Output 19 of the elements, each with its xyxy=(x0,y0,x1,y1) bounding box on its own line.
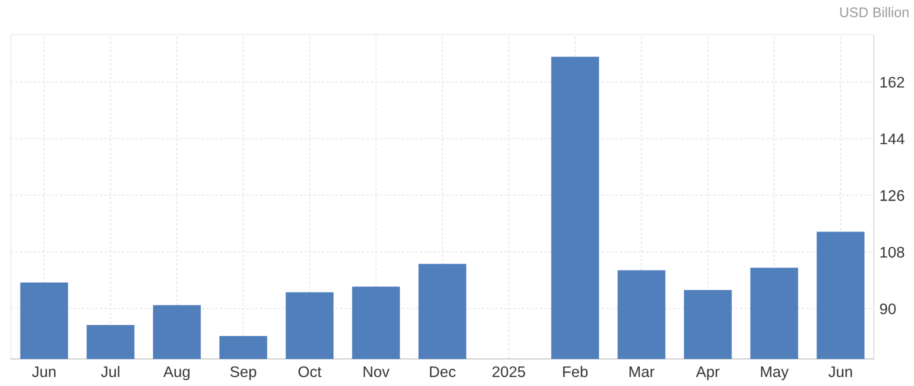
x-tick-label: Nov xyxy=(364,366,390,378)
x-tick-label: Oct xyxy=(298,366,322,378)
x-tick-label: Dec xyxy=(430,366,456,378)
x-tick-label: 2025 xyxy=(492,366,526,378)
x-tick-label: Aug xyxy=(163,366,190,380)
x-tick-label: Sep xyxy=(230,366,256,380)
y-tick-label: 162 xyxy=(880,76,904,88)
y-tick-label: 126 xyxy=(880,190,904,201)
x-tick-label: Jul xyxy=(101,366,120,378)
x-tick-label: Jun xyxy=(828,366,852,378)
y-tick-label: 108 xyxy=(880,246,904,258)
y-tick-label: 144 xyxy=(880,134,904,144)
y-tick-label: 90 xyxy=(880,303,896,314)
x-tick-label: Feb xyxy=(563,366,588,378)
x-tick-label: Mar xyxy=(630,366,654,378)
y-axis-title: USD Billion xyxy=(840,7,909,18)
x-tick-label: Jun xyxy=(32,366,56,378)
x-tick-label: Apr xyxy=(696,366,720,380)
x-tick-label: May xyxy=(761,366,789,380)
